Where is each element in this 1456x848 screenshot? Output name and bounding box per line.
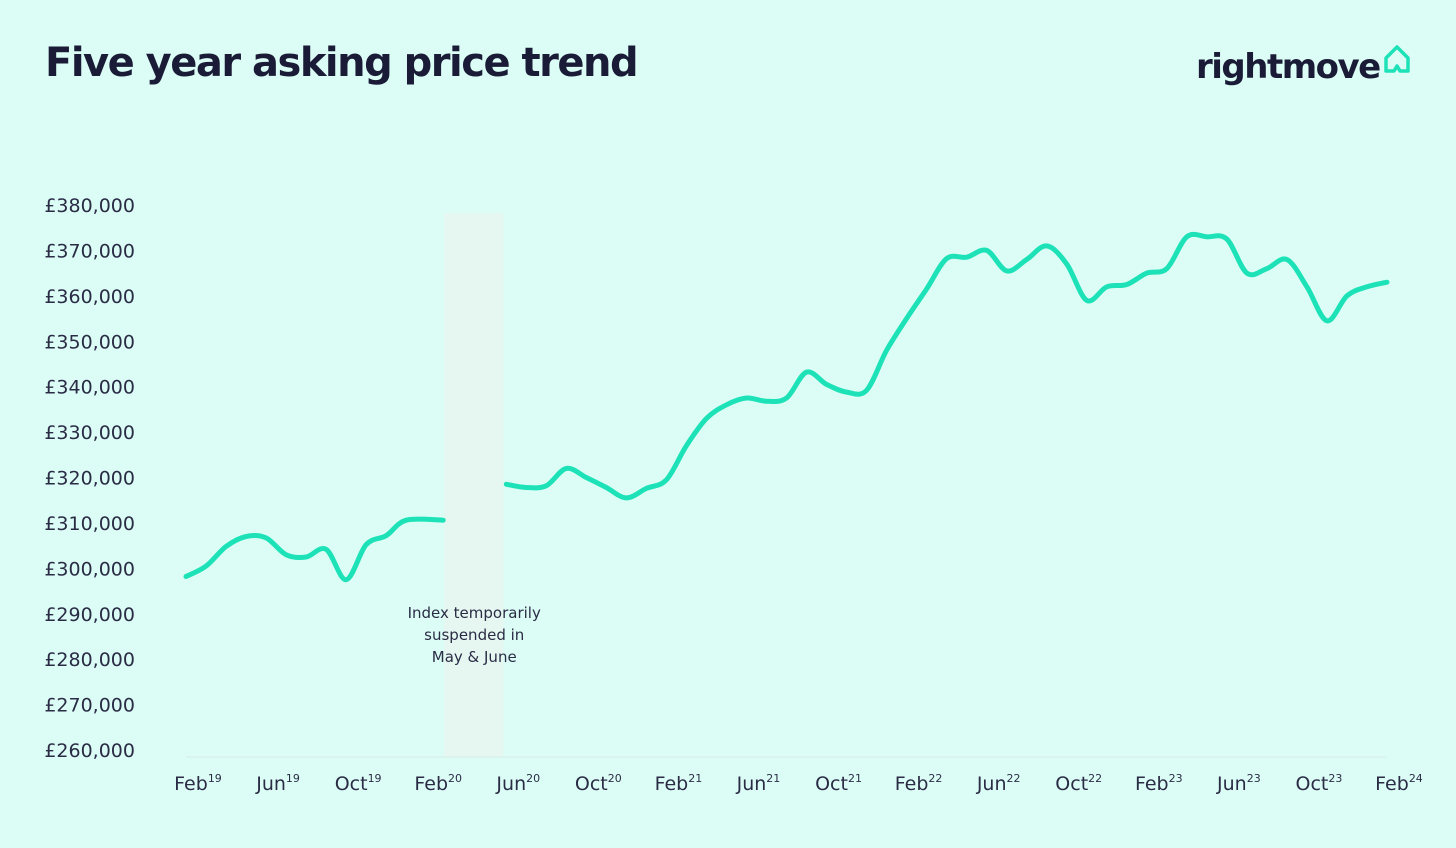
y-tick-label: £270,000 xyxy=(44,695,135,717)
series-line-segment xyxy=(183,516,446,583)
series-layer xyxy=(183,231,1390,583)
x-tick-label: Oct19 xyxy=(335,772,382,795)
y-tick-label: £310,000 xyxy=(44,513,135,535)
x-tick-label: Jun21 xyxy=(736,772,781,795)
x-tick-label: Feb24 xyxy=(1375,772,1423,795)
annotation-label: Index temporarily xyxy=(408,604,541,622)
y-tick-label: £360,000 xyxy=(44,286,135,308)
y-axis: £380,000 £370,000 £360,000 £350,000 £340,000… xyxy=(44,195,135,762)
x-tick-label: Oct22 xyxy=(1055,772,1102,795)
x-tick-label: Feb20 xyxy=(414,772,462,795)
chart-title: Five year asking price trend xyxy=(45,40,639,86)
x-tick-label: Jun23 xyxy=(1216,772,1261,795)
y-tick-label: £280,000 xyxy=(44,649,135,671)
x-tick-label: Oct21 xyxy=(815,772,862,795)
x-axis: Feb19 Jun19 Oct19 Feb20 Jun20 Oct20 Feb21 Jun21… xyxy=(174,772,1423,795)
x-tick-label: Feb22 xyxy=(895,772,943,795)
x-tick-label: Oct20 xyxy=(575,772,622,795)
x-tick-label: Feb21 xyxy=(655,772,703,795)
y-tick-label: £340,000 xyxy=(44,377,135,399)
y-tick-label: £320,000 xyxy=(44,468,135,490)
annotation-label: May & June xyxy=(432,648,517,666)
x-tick-label: Jun19 xyxy=(255,772,300,795)
x-tick-label: Feb23 xyxy=(1135,772,1183,795)
x-tick-label: Feb19 xyxy=(174,772,222,795)
y-tick-label: £260,000 xyxy=(44,740,135,762)
suspended-period-band xyxy=(444,213,504,757)
y-tick-label: £300,000 xyxy=(44,558,135,580)
y-tick-label: £330,000 xyxy=(44,422,135,444)
x-tick-label: Jun20 xyxy=(495,772,540,795)
x-tick-label: Jun22 xyxy=(976,772,1021,795)
y-tick-label: £370,000 xyxy=(44,240,135,262)
y-tick-label: £350,000 xyxy=(44,331,135,353)
suspended-band-layer xyxy=(444,213,504,757)
y-tick-label: £380,000 xyxy=(44,195,135,217)
series-line-segment xyxy=(503,231,1390,501)
x-tick-label: Oct23 xyxy=(1296,772,1343,795)
brand-logo: rightmove xyxy=(1196,44,1412,90)
annotation-layer: Index temporarily suspended in May & June xyxy=(408,604,541,666)
annotation-label: suspended in xyxy=(424,626,524,644)
house-outline-icon xyxy=(1383,45,1410,73)
brand-name: rightmove xyxy=(1196,47,1381,87)
y-tick-label: £290,000 xyxy=(44,604,135,626)
